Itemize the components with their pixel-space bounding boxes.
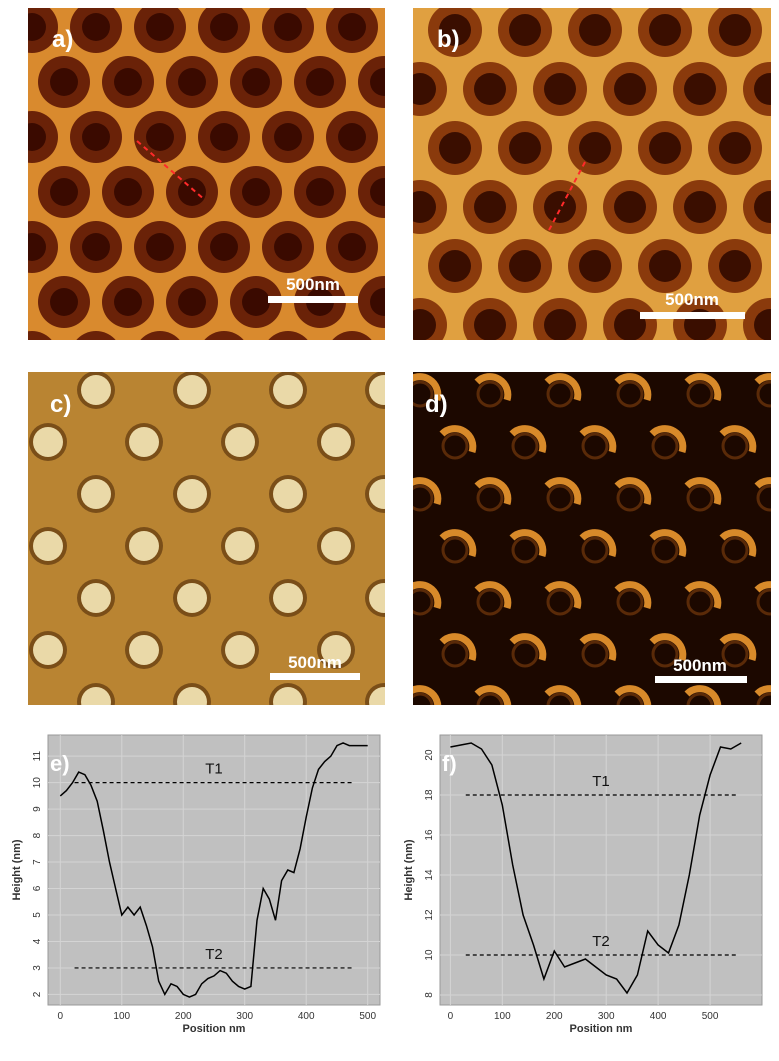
x-tick-label: 500 xyxy=(359,1011,376,1022)
y-tick-label: 2 xyxy=(32,991,43,997)
panel-label: e) xyxy=(50,751,70,776)
y-tick-label: 8 xyxy=(424,992,435,998)
y-tick-label: 11 xyxy=(32,751,43,762)
x-tick-label: 0 xyxy=(58,1011,64,1022)
x-tick-label: 200 xyxy=(546,1011,563,1022)
reference-label: T2 xyxy=(592,933,610,950)
reference-label: T1 xyxy=(205,761,223,778)
panel-label: c) xyxy=(50,391,71,418)
panel-label: d) xyxy=(425,391,448,418)
y-tick-label: 4 xyxy=(32,938,43,944)
scale-bar xyxy=(268,296,358,303)
scale-label: 500nm xyxy=(665,290,719,309)
scale-bar xyxy=(640,312,745,319)
x-tick-label: 100 xyxy=(494,1011,511,1022)
scale-label: 500nm xyxy=(286,275,340,294)
x-tick-label: 400 xyxy=(650,1011,667,1022)
y-axis-label: Height (nm) xyxy=(403,839,415,900)
panel-b: b) 500nm xyxy=(413,8,771,340)
scale-label: 500nm xyxy=(673,656,727,675)
scale-bar xyxy=(655,676,747,683)
x-axis-label: Position nm xyxy=(570,1023,633,1035)
panel-label: a) xyxy=(52,26,73,53)
panel-d: d) 500nm xyxy=(413,372,771,705)
scale-label: 500nm xyxy=(288,653,342,672)
y-tick-label: 10 xyxy=(32,777,43,789)
y-tick-label: 16 xyxy=(424,829,435,841)
figure: a) 500nm b) 500nm c) 500nm d) 500nm 2 3 4 5… xyxy=(0,0,779,1056)
x-axis-label: Position nm xyxy=(183,1023,246,1035)
x-tick-label: 100 xyxy=(113,1011,130,1022)
line-chart: 2 3 4 5 6 7 8 9 10 11 0 100 200 300 400 500 Position nm H… xyxy=(11,735,380,1035)
y-tick-label: 20 xyxy=(424,749,435,761)
y-tick-label: 6 xyxy=(32,885,43,891)
panel-c: c) 500nm xyxy=(28,372,385,705)
x-tick-label: 300 xyxy=(236,1011,253,1022)
y-tick-label: 7 xyxy=(32,859,43,865)
y-tick-label: 5 xyxy=(32,912,43,918)
panel-label: b) xyxy=(437,26,460,53)
y-tick-label: 12 xyxy=(424,909,435,921)
reference-label: T2 xyxy=(205,946,223,963)
x-tick-label: 200 xyxy=(175,1011,192,1022)
y-tick-label: 9 xyxy=(32,806,43,812)
x-tick-label: 300 xyxy=(598,1011,615,1022)
x-tick-label: 500 xyxy=(702,1011,719,1022)
x-tick-label: 0 xyxy=(448,1011,454,1022)
y-axis-label: Height (nm) xyxy=(11,839,23,900)
y-tick-label: 14 xyxy=(424,869,435,881)
panel-label: f) xyxy=(442,751,457,776)
panel-a: a) 500nm xyxy=(28,8,385,340)
x-tick-label: 400 xyxy=(298,1011,315,1022)
reference-label: T1 xyxy=(592,773,610,790)
y-tick-label: 18 xyxy=(424,789,435,801)
y-tick-label: 10 xyxy=(424,949,435,961)
y-tick-label: 3 xyxy=(32,965,43,971)
y-tick-label: 8 xyxy=(32,832,43,838)
scale-bar xyxy=(270,673,360,680)
